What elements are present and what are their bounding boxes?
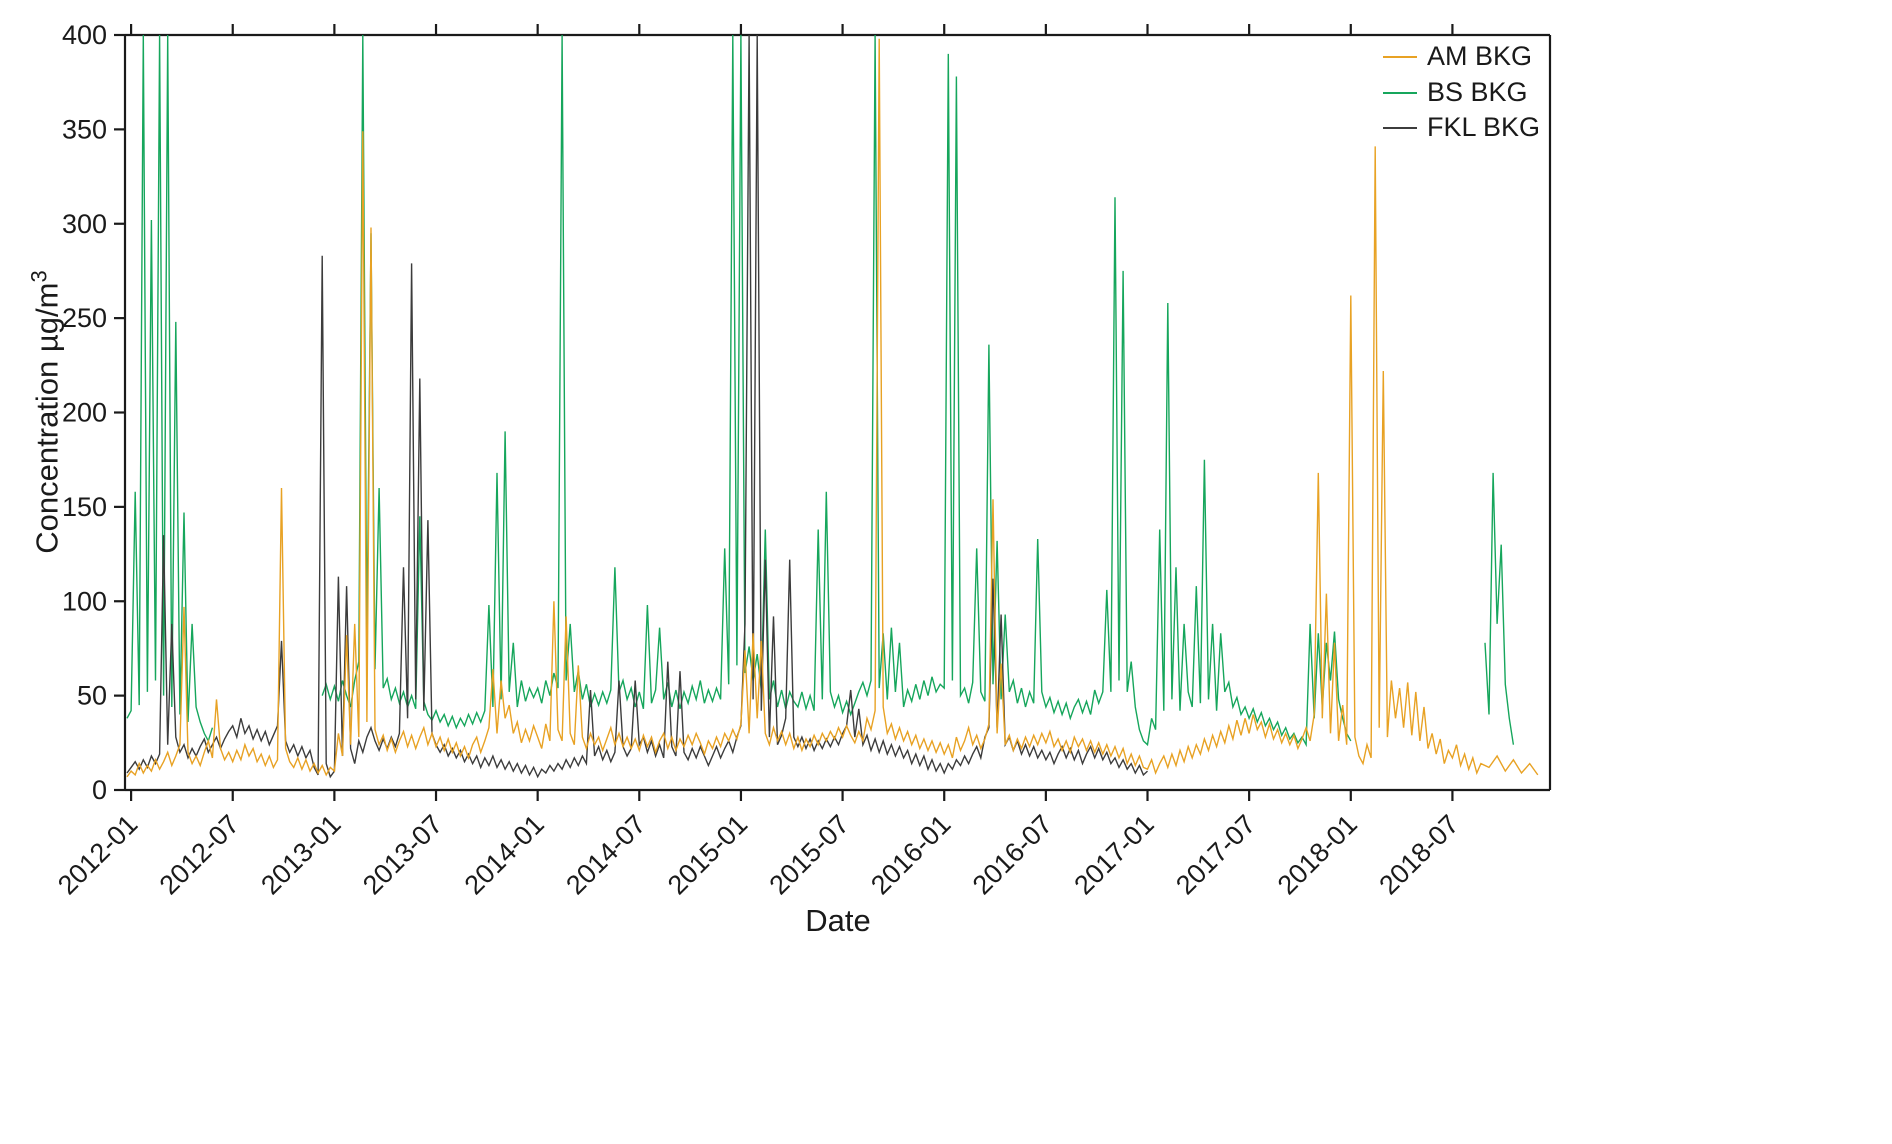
legend-label-fkl: FKL BKG: [1426, 112, 1540, 143]
legend: AM BKG BS BKG FKL BKG: [1382, 41, 1540, 143]
x-tick-label: 2017-01: [1068, 809, 1159, 900]
x-tick-label: 2012-07: [154, 809, 245, 900]
series-line-fkl-bkg: [126, 34, 1148, 779]
x-tick-label: 2015-07: [764, 809, 855, 900]
series-line-am-bkg: [126, 38, 1539, 778]
y-tick-label: 250: [62, 303, 107, 333]
legend-item-bs-bkg: BS BKG: [1382, 76, 1540, 108]
y-tick-label: 200: [62, 398, 107, 428]
y-axis-label: Concentration µg/m3: [26, 270, 65, 553]
x-tick-label: 2014-01: [459, 809, 550, 900]
x-tick-label: 2016-07: [967, 809, 1058, 900]
y-tick-label: 0: [92, 775, 107, 805]
legend-label-bs: BS BKG: [1426, 76, 1528, 107]
y-tick-label: 300: [62, 209, 107, 239]
x-tick-label: 2013-01: [255, 809, 346, 900]
legend-item-am-bkg: AM BKG: [1382, 41, 1540, 72]
x-tick-label: 2012-01: [52, 809, 143, 900]
series-line-bs-bkg: [126, 34, 1515, 748]
legend-line-swatch-fkl: [1382, 127, 1417, 130]
legend-line-swatch-bs: [1382, 91, 1417, 94]
y-tick-label: 100: [62, 586, 107, 616]
y-tick-label: 350: [62, 114, 107, 144]
y-axis-label-text: Concentration µg/m: [29, 282, 65, 554]
legend-item-fkl-bkg: FKL BKG: [1382, 112, 1540, 143]
y-tick-label: 400: [62, 20, 107, 50]
y-axis-label-superscript: 3: [26, 270, 52, 283]
y-tick-label: 50: [77, 681, 107, 711]
y-tick-label: 150: [62, 492, 107, 522]
x-tick-label: 2018-01: [1272, 809, 1363, 900]
x-tick-label: 2018-07: [1373, 809, 1464, 900]
legend-line-swatch-am: [1382, 55, 1417, 58]
legend-label-am: AM BKG: [1426, 41, 1532, 71]
x-tick-label: 2015-01: [662, 809, 753, 900]
x-axis-label: Date: [805, 903, 871, 938]
x-tick-label: 2017-07: [1170, 809, 1261, 900]
x-tick-label: 2016-01: [865, 809, 956, 900]
x-tick-label: 2014-07: [560, 809, 651, 900]
x-tick-label: 2013-07: [357, 809, 448, 900]
